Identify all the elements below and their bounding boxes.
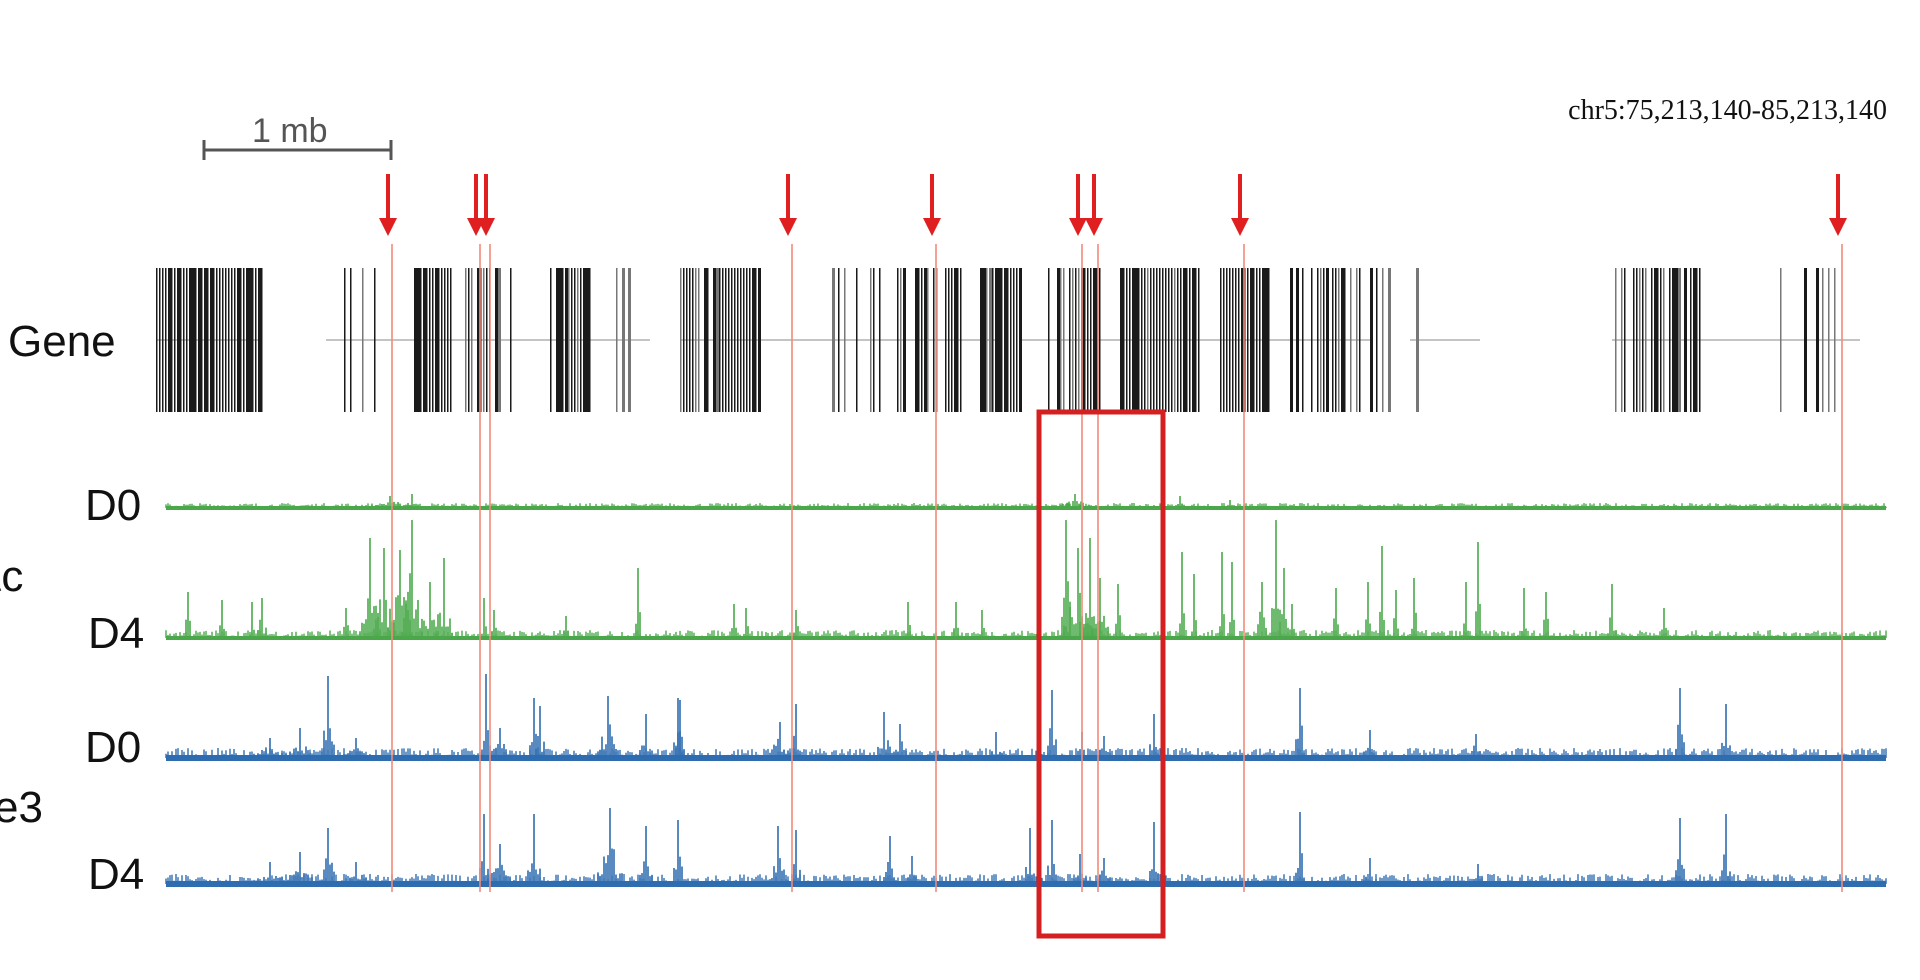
h3k4me3-group-label: e3 [0,783,43,832]
down-arrow-icon [1829,174,1847,236]
down-arrow-icon [1085,174,1103,236]
h3k27ac-group-label: Ac [0,552,24,601]
down-arrow-icon [779,174,797,236]
h3k4me3-d4-track [165,808,1887,887]
arrow-markers [379,174,1847,236]
h3k27ac-d4-label: D4 [88,609,145,658]
h3k27ac-d4-track [165,520,1887,640]
down-arrow-icon [379,174,397,236]
down-arrow-icon [1231,174,1249,236]
down-arrow-icon [477,174,495,236]
h3k4me3-d0-track [165,674,1887,761]
genomic-coordinates: chr5:75,213,140-85,213,140 [1568,95,1887,126]
down-arrow-icon [923,174,941,236]
highlight-box [1036,409,1166,939]
scale-bar [202,140,393,160]
h3k27ac-d0-label: D0 [85,481,142,530]
gene-track [156,268,1860,412]
down-arrow-icon [1069,174,1087,236]
scale-bar-label: 1 mb [252,112,328,150]
h3k4me3-d4-label: D4 [88,850,145,899]
h3k4me3-d0-label: D0 [85,723,142,772]
gene-track-label: Gene [8,317,116,366]
h3k27ac-d0-track [165,494,1887,510]
marker-lines [391,244,1843,892]
